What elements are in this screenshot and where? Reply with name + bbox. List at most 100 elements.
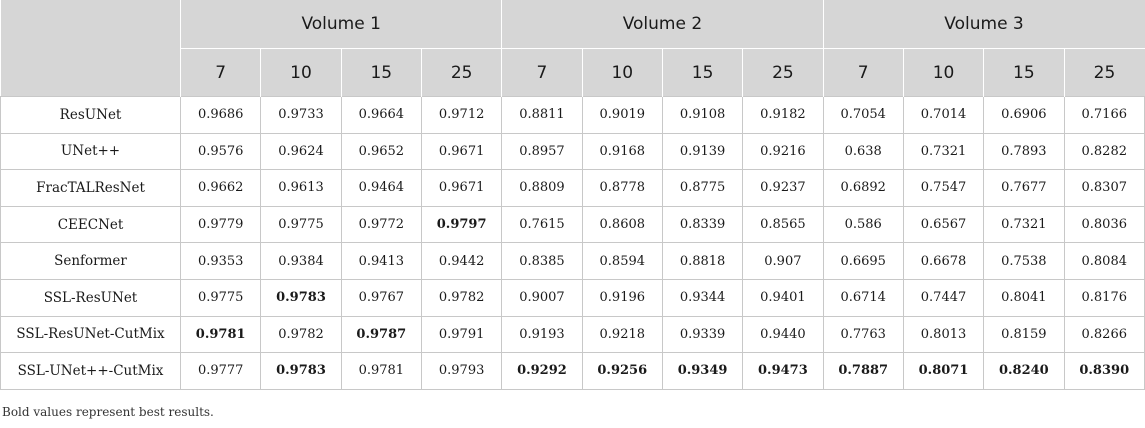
value-cell: 0.7321 — [902, 132, 985, 171]
value-cell: 0.7166 — [1063, 96, 1145, 134]
value-cell: 0.9779 — [180, 205, 262, 244]
model-name-cell: SSL-UNet++-CutMix — [0, 352, 182, 390]
model-name-cell: Senformer — [0, 242, 182, 280]
value-cell: 0.8036 — [1063, 205, 1145, 244]
header-corner-cell — [0, 0, 181, 97]
value-cell: 0.7615 — [501, 205, 583, 244]
value-cell: 0.9440 — [742, 315, 824, 354]
volume-header-row: Volume 1 Volume 2 Volume 3 — [0, 0, 1145, 97]
value-cell: 0.9237 — [742, 169, 824, 207]
value-cell: 0.9108 — [661, 96, 744, 134]
value-cell: 0.9442 — [420, 242, 503, 280]
subheader-cell: 15 — [340, 48, 422, 97]
value-cell: 0.9733 — [260, 96, 342, 134]
subheader-cell: 10 — [260, 48, 342, 97]
value-cell: 0.9782 — [420, 278, 503, 317]
value-cell: 0.6567 — [902, 205, 985, 244]
volume-3-header: Volume 3 — [822, 0, 1145, 49]
volume-1-header: Volume 1 — [180, 0, 502, 49]
value-cell: 0.9624 — [260, 132, 342, 171]
value-cell: 0.9413 — [340, 242, 422, 280]
value-cell: 0.7547 — [902, 169, 985, 207]
value-cell: 0.9782 — [260, 315, 342, 354]
value-cell: 0.7538 — [983, 242, 1065, 280]
volume-2-header: Volume 2 — [501, 0, 824, 49]
value-cell: 0.8565 — [742, 205, 824, 244]
table-row: UNet++ 0.9576 0.9624 0.9652 0.9671 0.8957 0.91… — [0, 132, 1145, 171]
value-cell: 0.9793 — [420, 352, 503, 390]
value-cell: 0.9775 — [260, 205, 342, 244]
model-name-cell: SSL-ResUNet — [0, 278, 182, 317]
value-cell: 0.9783 — [260, 278, 342, 317]
value-cell: 0.7054 — [822, 96, 904, 134]
value-cell: 0.9401 — [742, 278, 824, 317]
value-cell: 0.8084 — [1063, 242, 1145, 280]
value-cell: 0.7677 — [983, 169, 1065, 207]
value-cell: 0.9256 — [581, 352, 663, 390]
value-cell: 0.9781 — [340, 352, 422, 390]
value-cell: 0.8266 — [1063, 315, 1145, 354]
value-cell: 0.9216 — [742, 132, 824, 171]
subheader-cell: 10 — [581, 48, 663, 97]
value-cell: 0.8608 — [581, 205, 663, 244]
value-cell: 0.9671 — [420, 132, 503, 171]
value-cell: 0.9193 — [501, 315, 583, 354]
value-cell: 0.8811 — [501, 96, 583, 134]
value-cell: 0.9196 — [581, 278, 663, 317]
value-cell: 0.9777 — [180, 352, 262, 390]
value-cell: 0.9292 — [501, 352, 583, 390]
value-cell: 0.638 — [822, 132, 904, 171]
value-cell: 0.8339 — [661, 205, 744, 244]
value-cell: 0.8957 — [501, 132, 583, 171]
value-cell: 0.9139 — [661, 132, 744, 171]
table-row: SSL-UNet++-CutMix 0.9777 0.9783 0.9781 0.979… — [0, 352, 1145, 390]
value-cell: 0.9344 — [661, 278, 744, 317]
value-cell: 0.8390 — [1063, 352, 1145, 390]
value-cell: 0.9787 — [340, 315, 422, 354]
value-cell: 0.7321 — [983, 205, 1065, 244]
value-cell: 0.8809 — [501, 169, 583, 207]
value-cell: 0.586 — [822, 205, 904, 244]
subheader-cell: 15 — [983, 48, 1064, 97]
value-cell: 0.8159 — [983, 315, 1065, 354]
value-cell: 0.8307 — [1063, 169, 1145, 207]
value-cell: 0.6695 — [822, 242, 904, 280]
value-cell: 0.8775 — [661, 169, 744, 207]
table-row: CEECNet 0.9779 0.9775 0.9772 0.9797 0.7615 0.8… — [0, 205, 1145, 244]
table-row: SSL-ResUNet-CutMix 0.9781 0.9782 0.9787 0.97… — [0, 315, 1145, 354]
value-cell: 0.9662 — [180, 169, 262, 207]
value-cell: 0.9783 — [260, 352, 342, 390]
value-cell: 0.9775 — [180, 278, 262, 317]
table-row: Senformer 0.9353 0.9384 0.9413 0.9442 0.8385 0… — [0, 242, 1145, 280]
value-cell: 0.8385 — [501, 242, 583, 280]
table-footnote: Bold values represent best results. — [2, 405, 214, 419]
value-cell: 0.8818 — [661, 242, 744, 280]
value-cell: 0.9182 — [742, 96, 824, 134]
value-cell: 0.6714 — [822, 278, 904, 317]
value-cell: 0.9384 — [260, 242, 342, 280]
value-cell: 0.8594 — [581, 242, 663, 280]
model-name-cell: SSL-ResUNet-CutMix — [0, 315, 182, 354]
value-cell: 0.9767 — [340, 278, 422, 317]
value-cell: 0.7887 — [822, 352, 904, 390]
subheader-cell: 7 — [501, 48, 583, 97]
subheader-row: 7 10 15 25 7 10 15 25 7 10 15 25 — [1, 48, 1145, 97]
results-table: Volume 1 Volume 2 Volume 3 7 10 15 25 7 10 15 2… — [0, 0, 1145, 390]
value-cell: 0.8778 — [581, 169, 663, 207]
model-name-cell: CEECNet — [0, 205, 182, 244]
subheader-cell: 10 — [902, 48, 984, 97]
value-cell: 0.9772 — [340, 205, 422, 244]
value-cell: 0.9339 — [661, 315, 744, 354]
value-cell: 0.9168 — [581, 132, 663, 171]
value-cell: 0.9218 — [581, 315, 663, 354]
value-cell: 0.7763 — [822, 315, 904, 354]
value-cell: 0.9473 — [742, 352, 824, 390]
results-table-container: Volume 1 Volume 2 Volume 3 7 10 15 25 7 10 15 2… — [0, 0, 1145, 390]
table-row: SSL-ResUNet 0.9775 0.9783 0.9767 0.9782 0.900… — [0, 278, 1145, 317]
value-cell: 0.9652 — [340, 132, 422, 171]
value-cell: 0.6678 — [902, 242, 985, 280]
table-body: ResUNet 0.9686 0.9733 0.9664 0.9712 0.8811 0.9… — [0, 96, 1145, 390]
table-row: ResUNet 0.9686 0.9733 0.9664 0.9712 0.8811 0.9… — [0, 96, 1145, 134]
table-row: FracTALResNet 0.9662 0.9613 0.9464 0.9671 0.8… — [0, 169, 1145, 207]
value-cell: 0.9576 — [180, 132, 262, 171]
